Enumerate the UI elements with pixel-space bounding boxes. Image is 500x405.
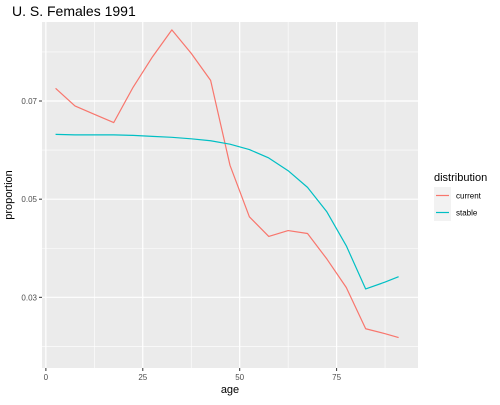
x-tick-label: 50 [235,373,244,382]
legend-keys: current stable [434,187,482,221]
plot-panel [42,22,418,368]
y-axis-ticks: 0.03 0.05 0.07 [21,97,42,302]
y-axis-label: proportion [3,170,15,220]
x-tick-label: 25 [138,373,147,382]
legend-label-current: current [456,192,482,201]
y-tick-label: 0.03 [21,293,37,302]
x-tick-label: 75 [332,373,341,382]
chart-title: U. S. Females 1991 [12,3,136,19]
y-tick-label: 0.05 [21,195,37,204]
legend-title: distribution [434,172,487,184]
y-tick-label: 0.07 [21,97,37,106]
x-tick-label: 0 [44,373,49,382]
legend: distribution current stable [434,172,487,221]
x-axis-label: age [221,384,239,396]
legend-label-stable: stable [456,209,478,218]
x-axis-ticks: 0 25 50 75 [44,368,342,382]
